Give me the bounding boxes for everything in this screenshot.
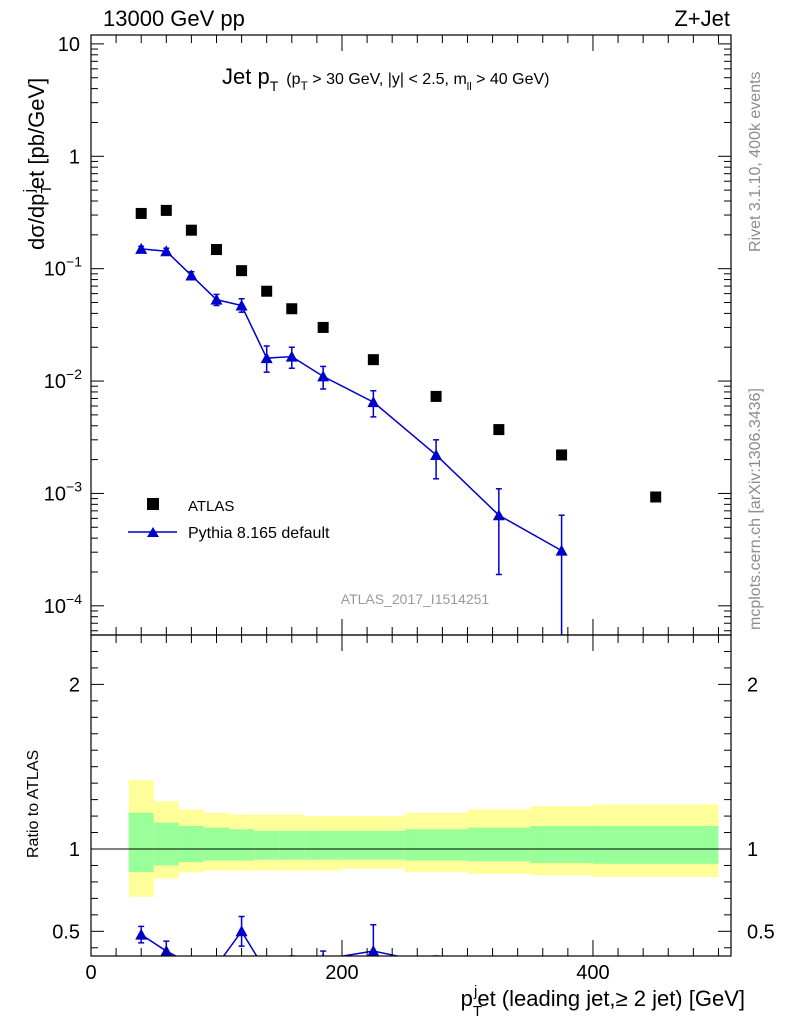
band-inner (254, 830, 280, 860)
ratio-y-tick-label: 0.5 (52, 921, 80, 943)
ratio-mc-point (321, 953, 325, 956)
data-point (236, 265, 248, 277)
process-label: Z+Jet (674, 6, 730, 31)
data-point (286, 303, 298, 315)
main-panel-frame (90, 34, 732, 636)
mc-point (367, 396, 380, 408)
ratio-mc-clipped (135, 915, 442, 977)
legend-data-label: ATLAS (188, 498, 234, 515)
ratio-tick-labels: 0.5 0.5 1 1 2 2 0 200 400 (52, 674, 775, 984)
band-inner (467, 827, 531, 862)
main-y-tick-labels: 10 1 10−1 10−2 10−3 10−4 (44, 34, 82, 618)
mc-point (185, 269, 198, 281)
ratio-mc-point (430, 958, 442, 969)
mc-point (430, 448, 443, 460)
legend-data-marker (147, 498, 159, 510)
plot-title: Jet pT (pT > 30 GeV, |y| < 2.5, mll > 40 … (222, 64, 549, 94)
y-tick-label: 10−1 (44, 254, 82, 281)
y-tick-label: 10−4 (44, 591, 82, 618)
data-point (185, 224, 197, 236)
data-series (135, 204, 662, 503)
y-tick-label: 1 (69, 146, 80, 168)
ratio-y-axis-label: Ratio to ATLAS (25, 750, 42, 858)
band-inner (229, 829, 255, 861)
data-point (135, 207, 147, 219)
ratio-y-tick-label-right: 0.5 (747, 921, 775, 943)
mc-point (160, 245, 173, 257)
ratio-mc-point (210, 960, 222, 971)
band-inner (304, 830, 342, 860)
main-axis-ticks (90, 35, 731, 635)
ratio-y-tick-label-right: 2 (747, 674, 758, 696)
ratio-mc-point (135, 928, 148, 940)
ratio-mc-point (367, 945, 380, 956)
mc-point (555, 544, 568, 556)
data-point (556, 449, 568, 461)
ratio-mc-line (140, 929, 401, 956)
mcplots-info: mcplots.cern.ch [arXiv:1306.3436] (747, 388, 764, 630)
ratio-panel: 0.5 0.5 1 1 2 2 0 200 400 (52, 634, 775, 984)
main-panel: 10 1 10−1 10−2 10−3 10−4 (44, 34, 732, 636)
data-point (430, 390, 442, 402)
mc-line (141, 248, 562, 552)
data-point (650, 491, 662, 503)
ratio-axis-ticks (90, 635, 731, 956)
ratio-mc-point (286, 958, 298, 969)
data-point (367, 354, 379, 366)
legend: ATLAS Pythia 8.165 default (128, 498, 330, 542)
ratio-y-tick-label: 1 (69, 839, 80, 861)
ratio-y-tick-label-right: 1 (747, 839, 758, 861)
band-inner (128, 812, 154, 873)
x-tick-label: 400 (576, 962, 609, 984)
x-axis-label: pTjet (leading jet,≥ 2 jet) [GeV] (461, 983, 745, 1020)
band-inner (530, 825, 593, 863)
energy-label: 13000 GeV pp (103, 6, 245, 31)
mc-point (492, 509, 505, 521)
mc-point (260, 352, 273, 364)
ratio-y-tick-label: 2 (69, 674, 80, 696)
rivet-info: Rivet 3.1.10, 400k events (747, 71, 764, 252)
ratio-mc-point (185, 958, 197, 969)
mc-point (285, 350, 298, 362)
legend-mc-marker (147, 527, 159, 537)
mc-point (135, 242, 148, 254)
data-point (317, 321, 329, 333)
mc-point (317, 370, 330, 382)
legend-mc-label: Pythia 8.165 default (188, 525, 330, 542)
y-tick-label: 10 (58, 34, 80, 56)
x-tick-label: 200 (325, 962, 358, 984)
mc-series (135, 242, 568, 635)
band-inner (279, 830, 305, 860)
ratio-mc-series (135, 915, 442, 977)
mc-point (235, 299, 248, 311)
band-inner (153, 822, 179, 866)
ratio-mc-point (235, 925, 248, 937)
ratio-uncertainty-bands (128, 779, 719, 897)
ratio-panel-frame (90, 634, 732, 957)
mc-point (210, 293, 223, 305)
band-inner (341, 830, 405, 860)
band-inner (404, 829, 468, 861)
main-y-axis-label: dσ/dpTjet [pb/GeV] (21, 78, 55, 250)
band-inner (592, 825, 719, 864)
analysis-id: ATLAS_2017_I1514251 (341, 591, 490, 607)
data-point (261, 285, 273, 297)
band-inner (203, 827, 230, 861)
y-tick-label: 10−2 (44, 366, 82, 393)
x-tick-label: 0 (85, 962, 96, 984)
band-inner (178, 825, 204, 863)
data-point (493, 424, 505, 436)
data-point (210, 244, 222, 256)
y-tick-label: 10−3 (44, 478, 82, 505)
data-point (160, 204, 172, 216)
ratio-mc-point (261, 966, 273, 977)
